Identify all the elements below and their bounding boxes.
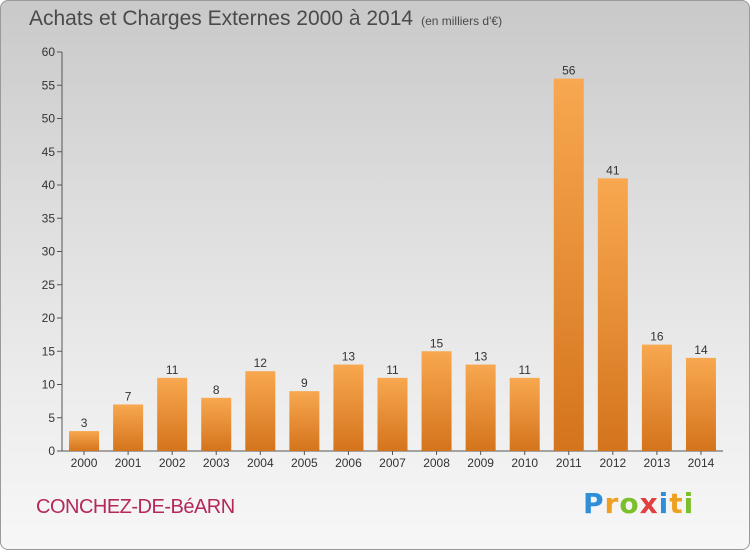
data-label-2011: 56 xyxy=(562,64,576,78)
data-label-2012: 41 xyxy=(606,163,620,177)
x-tick-label-2007: 2007 xyxy=(379,456,406,470)
bar-2010 xyxy=(509,377,540,451)
bar-2014 xyxy=(685,357,716,451)
y-tick-label: 20 xyxy=(42,311,56,325)
data-label-2002: 11 xyxy=(166,363,179,377)
bar-2000 xyxy=(69,431,100,451)
chart-subtitle: (en milliers d'€) xyxy=(421,14,503,28)
bar-2004 xyxy=(245,371,276,451)
bar-2009 xyxy=(465,364,496,451)
y-tick-label: 5 xyxy=(48,411,55,425)
y-tick-label: 40 xyxy=(42,178,56,192)
x-tick-label-2011: 2011 xyxy=(556,456,582,470)
x-tick-label-2002: 2002 xyxy=(159,456,186,470)
x-tick-label-2005: 2005 xyxy=(291,456,318,470)
bar-2006 xyxy=(333,364,364,451)
data-label-2005: 9 xyxy=(301,376,308,390)
bar-2003 xyxy=(201,397,232,451)
data-label-2014: 14 xyxy=(694,343,708,357)
y-tick-label: 45 xyxy=(42,145,56,159)
x-tick-label-2014: 2014 xyxy=(688,456,715,470)
proxiti-logo[interactable]: Proxiti xyxy=(583,487,695,520)
bar-2008 xyxy=(421,351,452,451)
y-tick-label: 0 xyxy=(48,444,55,458)
bar-2011 xyxy=(553,78,584,451)
chart-title-text: Achats et Charges Externes 2000 à 2014 xyxy=(29,7,414,30)
data-label-2008: 15 xyxy=(430,336,444,350)
bar-2013 xyxy=(641,344,672,451)
y-tick-label: 55 xyxy=(42,78,56,92)
x-tick-label-2000: 2000 xyxy=(71,456,98,470)
x-tick-label-2006: 2006 xyxy=(335,456,362,470)
x-tick-label-2012: 2012 xyxy=(599,456,626,470)
y-tick-label: 60 xyxy=(42,45,56,59)
chart-title: Achats et Charges Externes 2000 à 2014 (e… xyxy=(29,7,502,31)
y-tick-label: 50 xyxy=(42,112,56,126)
y-tick-label: 15 xyxy=(42,344,56,358)
y-tick-label: 35 xyxy=(42,211,56,225)
bar-2001 xyxy=(113,404,144,451)
data-label-2010: 11 xyxy=(518,363,531,377)
x-tick-label-2001: 2001 xyxy=(115,456,142,470)
bar-2012 xyxy=(597,178,628,451)
y-tick-label: 25 xyxy=(42,278,56,292)
bar-2005 xyxy=(289,391,320,451)
data-label-2003: 8 xyxy=(213,383,220,397)
x-tick-label-2013: 2013 xyxy=(644,456,671,470)
town-name: CONCHEZ-DE-BéARN xyxy=(36,496,235,518)
data-label-2004: 12 xyxy=(254,356,268,370)
x-tick-label-2004: 2004 xyxy=(247,456,274,470)
y-tick-label: 10 xyxy=(42,378,56,392)
bar-2002 xyxy=(157,377,188,451)
data-label-2013: 16 xyxy=(650,330,664,344)
data-label-2001: 7 xyxy=(125,389,132,403)
x-tick-label-2008: 2008 xyxy=(423,456,450,470)
x-tick-label-2010: 2010 xyxy=(511,456,538,470)
bar-2007 xyxy=(377,377,408,451)
x-tick-label-2009: 2009 xyxy=(467,456,494,470)
data-label-2000: 3 xyxy=(81,416,88,430)
y-tick-label: 30 xyxy=(42,245,56,259)
data-label-2007: 11 xyxy=(386,363,399,377)
data-label-2006: 13 xyxy=(342,350,356,364)
data-label-2009: 13 xyxy=(474,350,488,364)
x-tick-label-2003: 2003 xyxy=(203,456,230,470)
